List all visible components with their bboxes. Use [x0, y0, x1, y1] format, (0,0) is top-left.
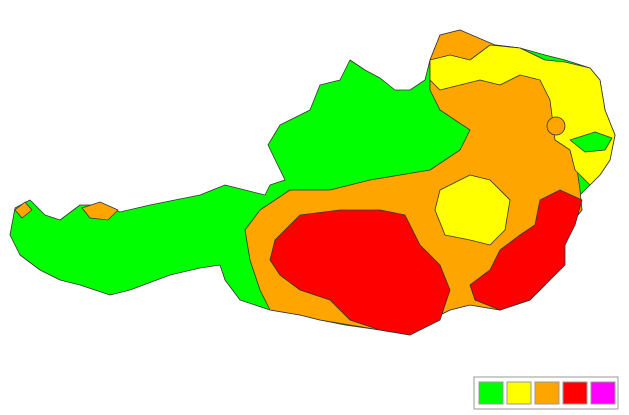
- legend-swatch: [478, 381, 504, 405]
- region-yellow: [429, 44, 616, 186]
- legend-swatch: [506, 381, 532, 405]
- region-red: [269, 209, 451, 336]
- legend-swatch: [590, 381, 616, 405]
- region-green-east: [569, 131, 613, 153]
- austria-map: [9, 29, 616, 336]
- region-orange-west: [81, 201, 119, 221]
- region-yellow: [434, 174, 511, 246]
- region-orange-west: [14, 201, 33, 219]
- legend-swatch: [562, 381, 588, 405]
- region-red: [469, 189, 583, 311]
- legend-swatch: [534, 381, 560, 405]
- region-vienna: [546, 116, 566, 136]
- legend: [473, 376, 619, 410]
